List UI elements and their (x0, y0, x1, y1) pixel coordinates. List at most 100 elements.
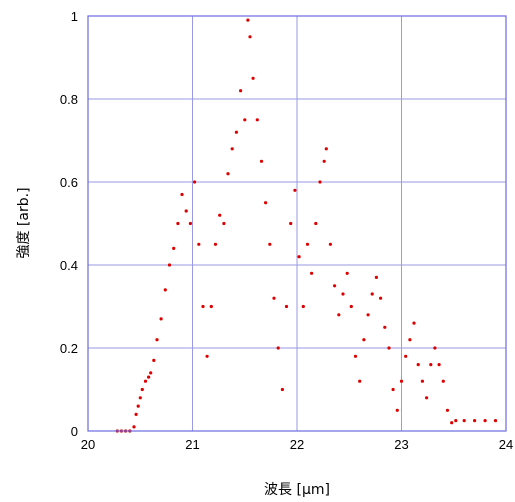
data-point (425, 396, 429, 400)
data-point (374, 275, 378, 279)
data-point (305, 242, 310, 246)
data-point (276, 346, 280, 350)
data-point (218, 213, 222, 217)
data-point (322, 159, 326, 163)
data-point (234, 130, 238, 134)
x-axis-title: 波長 [μm] (264, 482, 330, 498)
data-point (197, 242, 201, 246)
data-point (172, 246, 176, 250)
data-point (134, 412, 138, 416)
data-point (399, 379, 404, 383)
data-point (147, 375, 151, 379)
data-point (140, 387, 144, 392)
y-tick-label: 0.2 (60, 341, 78, 356)
data-point (259, 159, 264, 163)
data-point (450, 421, 454, 425)
data-point (387, 346, 391, 350)
data-point (167, 263, 172, 267)
data-point (176, 221, 180, 226)
data-point (213, 242, 218, 246)
data-point (280, 387, 284, 392)
data-point (337, 313, 341, 317)
x-tick-label: 20 (81, 437, 95, 452)
data-point (239, 89, 243, 93)
data-point (362, 338, 366, 342)
data-point (143, 379, 148, 383)
data-point (473, 419, 477, 423)
y-axis-title: 強度 [arb.] (16, 187, 32, 258)
data-point (328, 242, 332, 246)
data-point (454, 419, 458, 423)
data-point (395, 408, 399, 412)
data-point (149, 371, 153, 375)
data-point (268, 242, 272, 246)
data-point (301, 304, 305, 309)
y-tick-label: 0.6 (60, 175, 78, 190)
data-point (284, 304, 289, 309)
data-point (272, 296, 276, 300)
data-point (493, 419, 498, 423)
vertical-gridlines (192, 16, 402, 431)
data-point (318, 180, 322, 184)
data-point (391, 387, 395, 392)
y-tick-label: 0.8 (60, 92, 78, 107)
data-point (353, 354, 358, 358)
data-point (289, 221, 293, 226)
x-tick-label: 24 (499, 437, 513, 452)
data-point (441, 379, 445, 383)
data-point (163, 288, 167, 292)
x-tick-label: 23 (394, 437, 408, 452)
y-tick-label: 1 (71, 9, 78, 24)
data-point (246, 18, 250, 22)
plot-frame (87, 15, 507, 432)
data-point (358, 379, 362, 383)
y-tick-labels: 0 0.2 0.4 0.6 0.8 1 (60, 9, 78, 439)
data-point (383, 325, 387, 329)
data-point (152, 358, 156, 362)
data-point (230, 147, 234, 151)
y-tick-label: 0.4 (60, 258, 78, 273)
data-point (193, 180, 197, 184)
data-point (209, 304, 213, 309)
data-point (222, 221, 226, 226)
data-point (366, 313, 370, 317)
data-point (132, 425, 136, 429)
data-point (324, 147, 328, 151)
data-point (408, 338, 412, 342)
data-point (243, 118, 247, 122)
data-point (437, 363, 441, 367)
data-point (420, 379, 424, 383)
data-point (345, 271, 349, 275)
data-point (226, 172, 230, 176)
data-point (341, 292, 345, 296)
data-point (333, 284, 337, 288)
data-point (370, 292, 374, 296)
data-point (445, 408, 450, 412)
data-point (159, 317, 163, 321)
data-point (264, 201, 268, 205)
data-point (314, 221, 318, 226)
data-points (115, 18, 498, 433)
data-point (416, 363, 420, 367)
data-point (184, 209, 188, 213)
data-point (293, 188, 297, 192)
data-point (310, 271, 314, 275)
data-point (429, 363, 433, 367)
data-point (136, 404, 140, 408)
y-tick-label: 0 (71, 424, 78, 439)
data-point (462, 419, 466, 423)
x-tick-label: 21 (185, 437, 199, 452)
data-point (248, 35, 252, 39)
data-point (404, 354, 408, 358)
data-point (155, 338, 159, 342)
data-point (251, 76, 255, 80)
data-point (483, 419, 487, 423)
data-point (433, 346, 437, 350)
data-point (379, 296, 383, 300)
x-tick-label: 22 (290, 437, 304, 452)
data-point (349, 304, 353, 309)
x-tick-labels: 20 21 22 23 24 (81, 437, 513, 452)
data-point (412, 321, 416, 325)
data-point (180, 192, 184, 197)
